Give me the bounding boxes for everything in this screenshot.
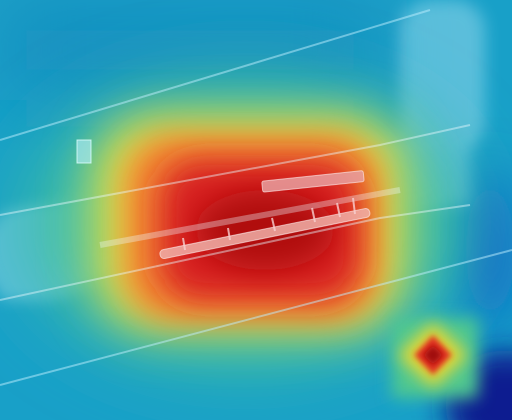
bone-outline — [99, 187, 401, 248]
hotspot-core — [423, 345, 443, 365]
bone-outline — [0, 204, 471, 301]
film-marker — [76, 139, 92, 164]
humerus — [400, 0, 485, 150]
plate-lower — [159, 207, 371, 260]
plate — [159, 207, 371, 260]
cool-edge — [465, 170, 512, 330]
cool-region — [0, 0, 380, 100]
edge-line — [0, 249, 512, 386]
plate-upper — [261, 170, 365, 193]
bone-outline — [0, 124, 471, 216]
screws — [182, 197, 356, 251]
plate — [261, 170, 365, 193]
edge-line — [0, 9, 431, 141]
